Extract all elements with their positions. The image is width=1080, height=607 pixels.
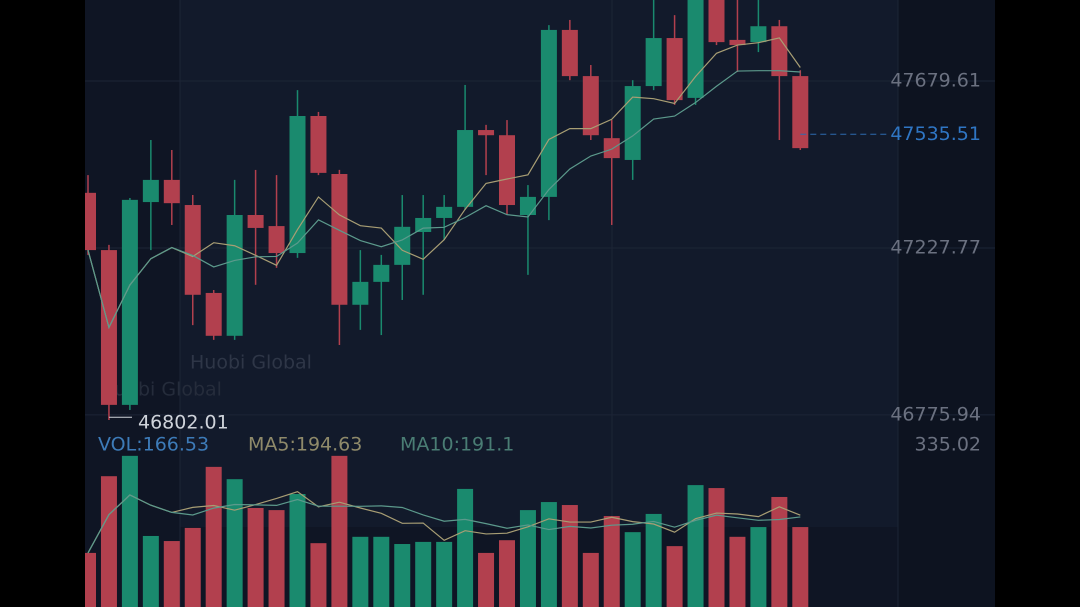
moving-average [87,70,801,330]
candle-body [499,135,515,206]
candle-body [205,292,222,336]
volume-bar [268,510,285,607]
price-axis [898,0,995,607]
moving-average [87,37,801,330]
price-tick-label: 46775.94 [890,403,981,425]
volume-bar [100,476,117,607]
volume-bar [415,541,432,607]
candle-body [792,76,809,149]
candle-body [519,196,536,215]
candle-body [415,217,432,232]
candle-body [645,38,662,87]
volume-bar [582,552,599,607]
candle-body [582,76,599,136]
volume-moving-average [87,490,801,554]
volume-bar [729,536,746,607]
volume-bar [289,494,306,607]
watermark: Huobi Global [190,352,312,374]
volume-bar [457,488,474,607]
candle-body [310,115,327,173]
volume-bar [436,541,453,607]
candle-body [268,226,285,254]
candle-body [603,138,620,159]
volume-bar [247,507,264,607]
candle-body [331,173,348,305]
candle-body [184,205,201,295]
volume-bar [708,488,725,607]
candle-body [163,179,180,204]
volume-bar [331,455,348,607]
volume-bar [121,455,138,607]
price-tick-label: 47679.61 [890,70,981,92]
volume-bar [205,466,222,607]
volume-bar [771,496,788,607]
volume-bar [184,527,201,607]
volume-tick-label: 335.02 [915,434,981,456]
volume-bar [624,532,641,607]
volume-bar [792,527,809,607]
candle-body [666,38,683,101]
volume-bar [394,544,411,607]
left-margin [0,0,85,607]
volume-bar [750,527,767,607]
candle-body [540,29,557,197]
candle-body [561,29,578,77]
candle-body [478,130,495,136]
volume-bar [666,546,683,607]
volume-bar [645,513,662,607]
candle-body [373,264,390,282]
candle-body [436,206,453,218]
volume-label: VOL:166.53 [98,434,209,456]
chart-panel [180,0,898,527]
volume-moving-average [87,494,801,554]
candle-body [121,199,138,405]
candle-body [352,281,369,305]
candle-body [226,215,243,336]
ma5-label: MA5:194.63 [248,434,362,456]
volume-bar [603,516,620,607]
current-price-label: 47535.51 [890,123,981,145]
ma10-label: MA10:191.1 [400,434,514,456]
candle-body [750,26,767,43]
low-marker-label: 46802.01 [138,412,229,434]
candle-body [247,215,264,228]
candle-body [708,0,725,43]
volume-bar [142,535,159,607]
volume-bar [540,502,557,607]
candle-body [729,39,746,46]
watermark: Huobi Global [100,379,222,401]
volume-bar [499,540,515,607]
price-tick-label: 47227.77 [890,236,981,258]
volume-bar [561,505,578,607]
volume-bar [226,479,243,607]
candle-body [142,179,159,203]
candle-body [394,226,411,265]
volume-bar [478,552,495,607]
volume-bar [163,541,180,607]
volume-bar [687,485,704,607]
right-margin [995,0,1080,607]
candle-body [624,86,641,160]
candle-body [771,26,788,77]
volume-bar [352,536,369,607]
chart-layer: 47679.61 47227.77 46775.94 335.02 47535.51 46… [80,0,995,607]
volume-bar [310,543,327,607]
candle-body [687,0,704,98]
candle-body [289,115,306,254]
volume-bar [519,510,536,607]
candle-body [457,130,474,207]
volume-bar [373,536,390,607]
